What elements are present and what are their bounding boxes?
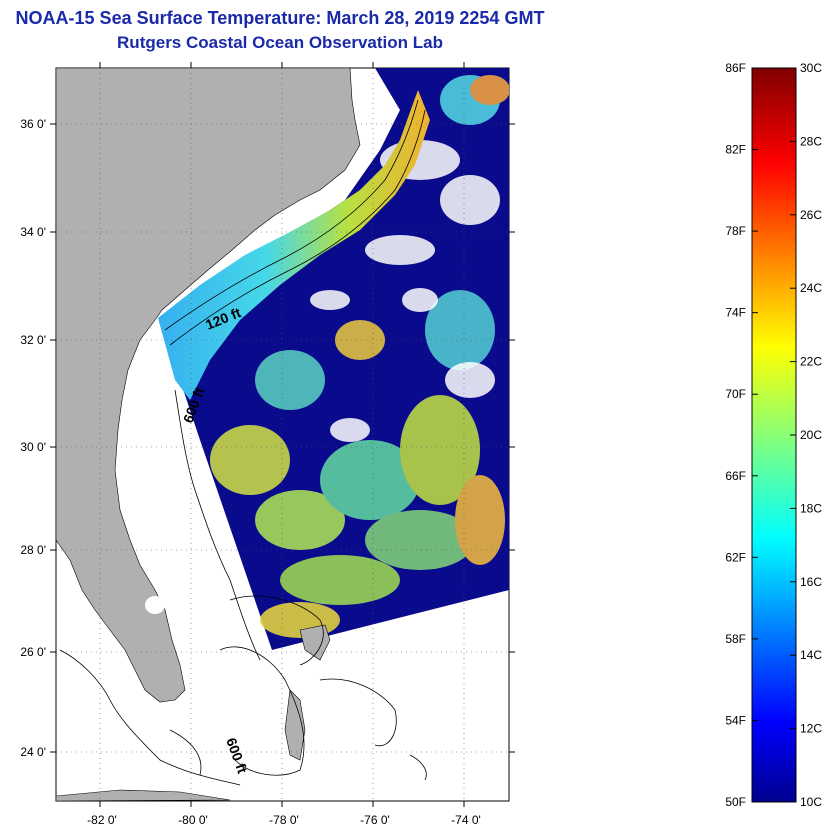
colorbar-f-label: 70F <box>725 387 746 401</box>
lat-label-28: 28 0' <box>20 543 46 557</box>
lon-label-74: -74 0' <box>451 813 481 827</box>
lon-label-78: -78 0' <box>269 813 299 827</box>
coastal-water-band <box>158 90 430 400</box>
map-title: NOAA-15 Sea Surface Temperature: March 2… <box>15 8 545 28</box>
colorbar-c-label: 18C <box>800 501 822 515</box>
land-cuba <box>56 789 231 801</box>
colorbar-ticks <box>752 67 796 803</box>
colorbar-f-label: 62F <box>725 550 746 564</box>
colorbar-f-label: 66F <box>725 469 746 483</box>
lat-label-36: 36 0' <box>20 117 46 131</box>
bathymetry-contours <box>59 99 427 786</box>
colorbar-f-label: 54F <box>725 713 746 727</box>
colorbar-f-label: 86F <box>725 61 746 75</box>
lat-label-32: 32 0' <box>20 333 46 347</box>
lon-label-80: -80 0' <box>178 813 208 827</box>
lon-label-76: -76 0' <box>360 813 390 827</box>
colorbar-c-label: 26C <box>800 208 822 222</box>
temperature-colorbar: 86F 82F 78F 74F 70F 66F 62F 58F 54F 50F 30C 28C 26C… <box>725 61 822 809</box>
colorbar-gradient <box>751 67 797 803</box>
lat-label-34: 34 0' <box>20 225 46 239</box>
colorbar-c-label: 12C <box>800 722 822 736</box>
colorbar-c-label: 16C <box>800 575 822 589</box>
colorbar-c-label: 10C <box>800 795 822 809</box>
colorbar-celsius-labels: 30C 28C 26C 24C 22C 20C 18C 16C 14C 12C 10C <box>800 61 822 809</box>
colorbar-c-label: 20C <box>800 428 822 442</box>
graticule <box>56 68 509 801</box>
cloud-cover <box>310 140 500 442</box>
land-bahamas-2 <box>299 624 331 661</box>
colorbar-c-label: 28C <box>800 134 822 148</box>
colorbar-f-label: 50F <box>725 795 746 809</box>
colorbar-fahrenheit-labels: 86F 82F 78F 74F 70F 66F 62F 58F 54F 50F <box>725 61 746 809</box>
colorbar-f-label: 74F <box>725 306 746 320</box>
colorbar-c-label: 30C <box>800 61 822 75</box>
satellite-swath <box>160 68 509 650</box>
lake-okeechobee <box>145 596 165 614</box>
colorbar-c-label: 22C <box>800 355 822 369</box>
land-us <box>56 68 361 703</box>
colorbar-c-label: 24C <box>800 281 822 295</box>
colorbar-f-label: 82F <box>725 143 746 157</box>
lat-label-24: 24 0' <box>20 745 46 759</box>
lat-label-26: 26 0' <box>20 645 46 659</box>
colorbar-f-label: 78F <box>725 224 746 238</box>
colorbar-c-label: 14C <box>800 648 822 662</box>
colorbar-f-label: 58F <box>725 632 746 646</box>
axis-ticks <box>50 62 515 807</box>
land-bahamas <box>284 689 306 761</box>
lon-label-82: -82 0' <box>87 813 117 827</box>
lat-label-30: 30 0' <box>20 440 46 454</box>
map-subtitle: Rutgers Coastal Ocean Observation Lab <box>117 33 443 52</box>
sst-warm-patches <box>210 75 509 638</box>
